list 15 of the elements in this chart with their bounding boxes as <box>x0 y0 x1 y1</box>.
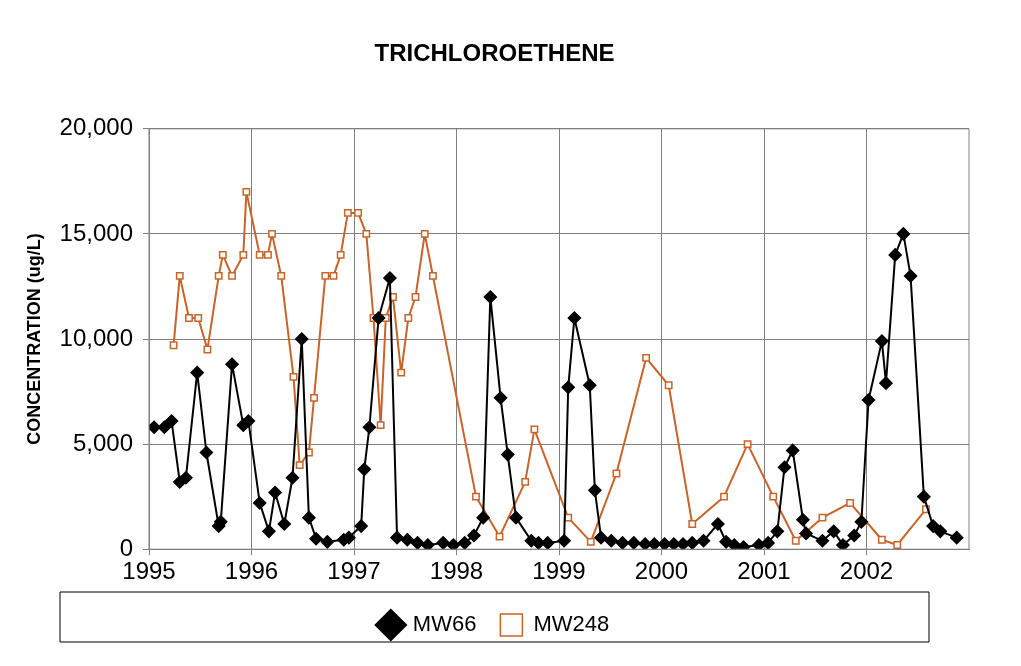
x-tick-label: 2002 <box>839 557 894 585</box>
y-tick-label: 10,000 <box>59 323 134 351</box>
y-tick-label: 5,000 <box>72 428 134 456</box>
y-tick-label: 20,000 <box>59 113 134 141</box>
x-tick-label: 1997 <box>327 557 381 585</box>
legend-label: MW248 <box>533 611 610 637</box>
x-tick-label: 2000 <box>634 557 689 585</box>
y-tick-label: 15,000 <box>59 218 134 246</box>
chart-title: TRICHLOROETHENE <box>374 39 615 67</box>
y-axis-title: CONCENTRATION (ug/L) <box>23 233 44 445</box>
x-tick-label: 1996 <box>224 557 279 585</box>
legend-label: MW66 <box>412 611 477 637</box>
x-tick-label: 1999 <box>532 557 586 585</box>
x-tick-label: 2001 <box>737 557 791 585</box>
x-tick-label: 1998 <box>429 557 484 585</box>
